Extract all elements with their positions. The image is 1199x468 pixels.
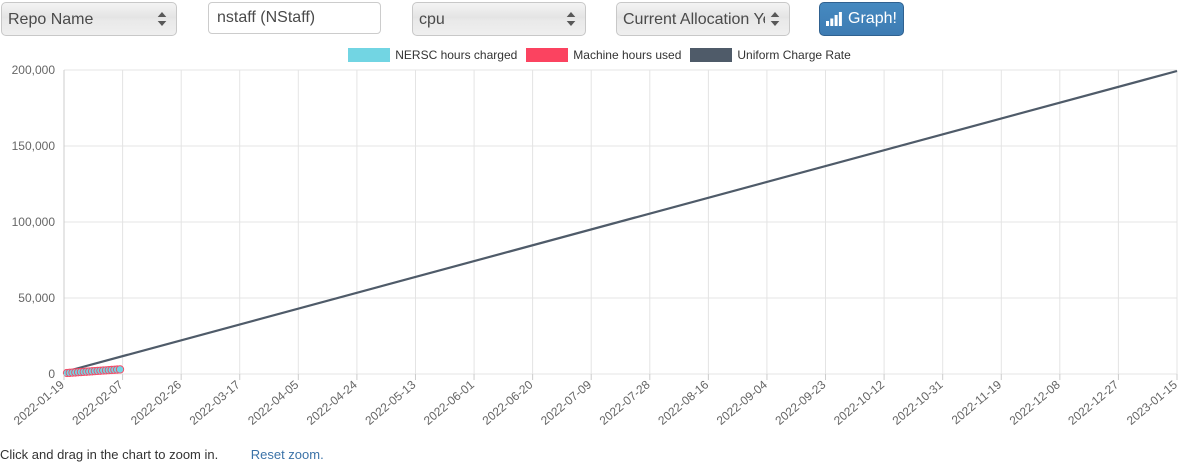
svg-text:2022-10-12: 2022-10-12 bbox=[831, 377, 887, 427]
svg-text:100,000: 100,000 bbox=[12, 215, 56, 229]
svg-text:0: 0 bbox=[48, 367, 55, 381]
svg-text:2022-02-07: 2022-02-07 bbox=[69, 377, 125, 427]
svg-text:2022-02-26: 2022-02-26 bbox=[128, 377, 184, 427]
svg-text:2022-04-24: 2022-04-24 bbox=[304, 377, 360, 427]
svg-text:2022-03-17: 2022-03-17 bbox=[187, 377, 243, 427]
svg-text:2022-06-20: 2022-06-20 bbox=[480, 377, 536, 427]
svg-text:2022-04-05: 2022-04-05 bbox=[245, 377, 301, 427]
svg-text:2022-12-08: 2022-12-08 bbox=[1007, 377, 1063, 427]
svg-text:2022-11-19: 2022-11-19 bbox=[949, 377, 1005, 427]
svg-text:2022-10-31: 2022-10-31 bbox=[890, 377, 946, 427]
svg-text:2022-07-09: 2022-07-09 bbox=[538, 377, 594, 427]
svg-text:2022-06-01: 2022-06-01 bbox=[421, 377, 477, 427]
svg-text:2022-07-28: 2022-07-28 bbox=[597, 377, 653, 427]
svg-text:150,000: 150,000 bbox=[12, 139, 56, 153]
svg-text:2022-01-19: 2022-01-19 bbox=[11, 377, 67, 427]
svg-text:2023-01-15: 2023-01-15 bbox=[1124, 377, 1180, 427]
svg-text:200,000: 200,000 bbox=[12, 63, 56, 77]
svg-text:2022-08-16: 2022-08-16 bbox=[655, 377, 711, 427]
svg-text:2022-09-04: 2022-09-04 bbox=[714, 377, 770, 427]
svg-text:50,000: 50,000 bbox=[18, 291, 55, 305]
svg-text:2022-12-27: 2022-12-27 bbox=[1065, 377, 1121, 427]
svg-text:2022-09-23: 2022-09-23 bbox=[772, 377, 828, 427]
svg-text:2022-05-13: 2022-05-13 bbox=[362, 377, 418, 427]
